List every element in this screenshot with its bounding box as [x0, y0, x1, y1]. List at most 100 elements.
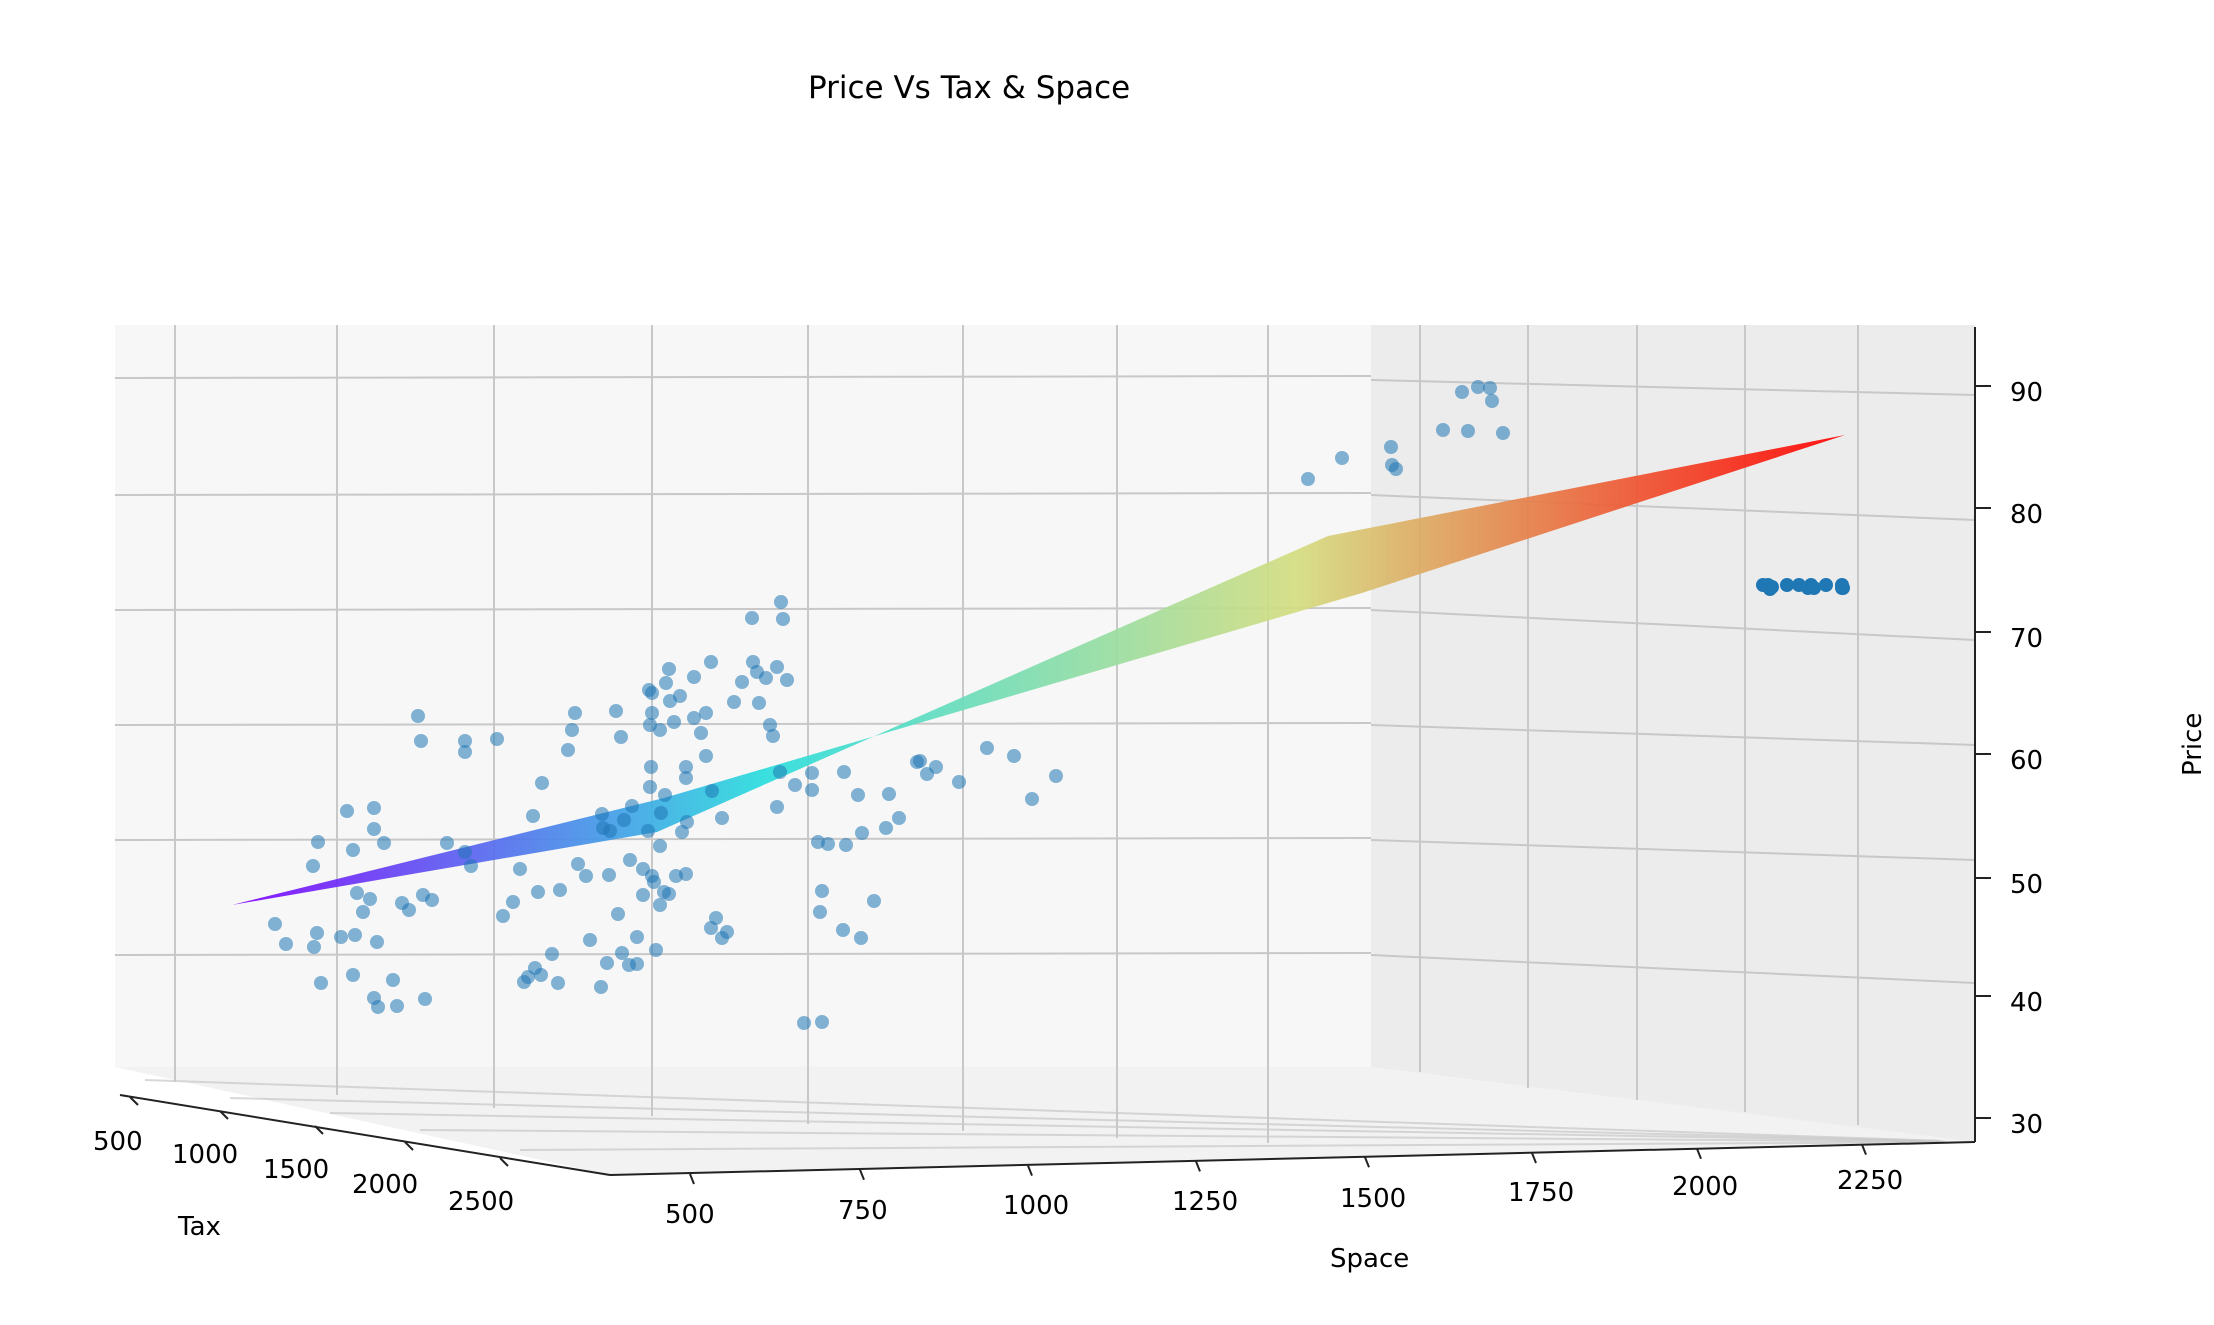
scatter-point	[623, 853, 637, 867]
scatter-point	[356, 905, 370, 919]
scatter-point	[1384, 440, 1398, 454]
scatter-point	[773, 765, 787, 779]
scatter-point	[687, 711, 701, 725]
back-pane	[115, 325, 1371, 1067]
x-tick-label: 500	[93, 1127, 143, 1157]
scatter-point	[727, 695, 741, 709]
x-tick	[404, 1141, 414, 1151]
scatter-point	[411, 709, 425, 723]
scatter-point	[416, 888, 430, 902]
scatter-point	[694, 726, 708, 740]
scatter-point	[659, 676, 673, 690]
y-tick	[1531, 1152, 1537, 1164]
chart-title: Price Vs Tax & Space	[808, 70, 1130, 106]
scatter-point	[667, 715, 681, 729]
x-tick-label: 1500	[263, 1155, 329, 1185]
scatter-point	[855, 826, 869, 840]
scatter-point	[776, 612, 790, 626]
scatter-point	[279, 937, 293, 951]
scatter-point	[705, 784, 719, 798]
grid-line	[1370, 609, 1976, 641]
scatter-point	[1780, 578, 1794, 592]
z-tick-label: 40	[2010, 988, 2043, 1018]
scatter-point	[418, 992, 432, 1006]
grid-line	[1370, 494, 1976, 521]
scatter-point	[836, 923, 850, 937]
scatter-point	[752, 696, 766, 710]
scatter-point	[1496, 426, 1510, 440]
scatter-point	[774, 595, 788, 609]
z-tick-label: 90	[2010, 378, 2043, 408]
grid	[114, 325, 1976, 1151]
scatter-point	[414, 734, 428, 748]
scatter-point	[630, 957, 644, 971]
y-axis-label: Space	[1330, 1244, 1409, 1274]
scatter-point	[805, 766, 819, 780]
scatter-point	[1455, 385, 1469, 399]
scatter-point	[348, 928, 362, 942]
scatter-point	[565, 723, 579, 737]
scatter-point	[1835, 581, 1849, 595]
scatter-point	[346, 843, 360, 857]
scatter-point	[1436, 423, 1450, 437]
scatter-points	[268, 380, 1850, 1030]
scatter-point	[568, 706, 582, 720]
scatter-point	[402, 903, 416, 917]
scatter-point	[770, 800, 784, 814]
scatter-point	[371, 1000, 385, 1014]
scatter-point	[595, 807, 609, 821]
z-tick-label: 80	[2010, 500, 2043, 530]
scatter-point	[673, 689, 687, 703]
x-tick	[314, 1125, 324, 1135]
y-tick-label: 1250	[1172, 1187, 1238, 1217]
grid-line	[1370, 379, 1976, 396]
y-tick-label: 500	[665, 1200, 715, 1230]
scatter-point	[594, 980, 608, 994]
x-tick-label: 2500	[448, 1187, 514, 1217]
scatter-point	[662, 887, 676, 901]
grid-line	[419, 1129, 1944, 1143]
scatter-point	[1461, 424, 1475, 438]
grid-line	[229, 1097, 1941, 1143]
grid-line	[519, 1141, 1946, 1151]
y-tick-label: 750	[838, 1196, 888, 1226]
y-tick	[1861, 1144, 1867, 1155]
scatter-point	[1471, 380, 1485, 394]
scatter-point	[636, 862, 650, 876]
scatter-point	[1049, 769, 1063, 783]
grid-line	[1370, 839, 1976, 861]
scatter-point	[1301, 472, 1315, 486]
x-tick	[219, 1110, 229, 1120]
scatter-point	[367, 801, 381, 815]
scatter-point	[340, 804, 354, 818]
scatter-point	[600, 956, 614, 970]
scatter-point	[311, 835, 325, 849]
scatter-point	[780, 673, 794, 687]
scatter-point	[603, 824, 617, 838]
scatter-point	[679, 771, 693, 785]
scatter-point	[1485, 394, 1499, 408]
scatter-point	[1007, 749, 1021, 763]
y-tick	[689, 1173, 695, 1185]
grid-line	[114, 492, 1372, 496]
scatter-point	[662, 662, 676, 676]
z-axis-label: Price	[2178, 713, 2208, 776]
scatter-point	[658, 788, 672, 802]
scatter-point	[680, 815, 694, 829]
scatter-point	[268, 917, 282, 931]
scatter-point	[759, 671, 773, 685]
scatter-point	[350, 886, 364, 900]
scatter-point	[766, 729, 780, 743]
scatter-point	[929, 760, 943, 774]
scatter-point	[513, 862, 527, 876]
scatter-point	[715, 931, 729, 945]
scatter-point	[377, 836, 391, 850]
scatter-point	[314, 976, 328, 990]
scatter-point	[669, 869, 683, 883]
grid-line	[329, 1112, 1943, 1143]
y-axis-line	[609, 1141, 1976, 1176]
grid-line	[114, 952, 1372, 956]
scatter-point	[506, 895, 520, 909]
scatter-point	[458, 845, 472, 859]
